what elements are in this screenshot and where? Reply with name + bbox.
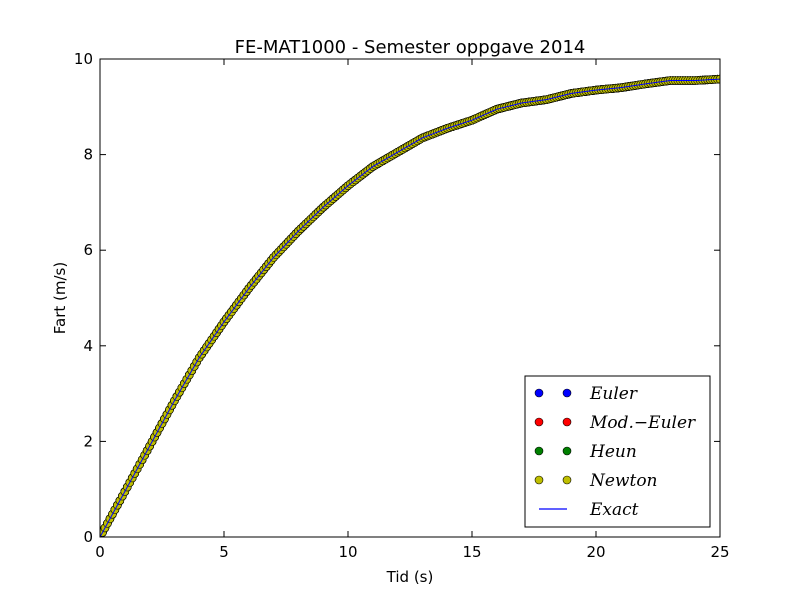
- legend-marker: [534, 388, 544, 398]
- legend-entry: Euler: [534, 384, 638, 404]
- legend-label: Heun: [589, 442, 637, 462]
- x-tick-label: 25: [710, 543, 729, 561]
- y-tick-label: 8: [83, 146, 93, 164]
- y-axis-label: Fart (m/s): [51, 262, 69, 334]
- plot-area: [100, 74, 720, 537]
- legend-entry: Heun: [534, 442, 637, 462]
- legend-marker: [562, 475, 572, 485]
- x-tick-label: 5: [219, 543, 229, 561]
- legend-label: Newton: [589, 471, 658, 491]
- chart-title: FE-MAT1000 - Semester oppgave 2014: [235, 37, 586, 58]
- y-tick-label: 6: [83, 241, 93, 259]
- legend-marker: [534, 417, 544, 427]
- legend-marker: [534, 475, 544, 485]
- legend-marker: [534, 446, 544, 456]
- legend-entry: Mod.−Euler: [534, 413, 696, 433]
- x-tick-label: 0: [95, 543, 105, 561]
- legend-entry: Newton: [534, 471, 658, 491]
- legend-marker: [562, 417, 572, 427]
- x-tick-label: 10: [338, 543, 357, 561]
- legend-entry: Exact: [539, 500, 639, 520]
- x-axis-label: Tid (s): [386, 568, 434, 586]
- legend-marker: [562, 388, 572, 398]
- y-tick-label: 0: [83, 528, 93, 546]
- y-tick-label: 10: [74, 50, 93, 68]
- legend-marker: [562, 446, 572, 456]
- legend-label: Euler: [589, 384, 638, 404]
- legend-label: Mod.−Euler: [589, 413, 696, 433]
- legend-box: [524, 375, 711, 528]
- axis-ticks: 0 5 10 15 20 25 0 2 4 6 8 10: [74, 50, 730, 561]
- x-tick-label: 20: [586, 543, 605, 561]
- axes-frame: [99, 58, 721, 538]
- y-tick-label: 4: [83, 337, 93, 355]
- legend-label: Exact: [589, 500, 639, 520]
- legend: Euler Mod.−Euler Heun Newton Exact: [524, 375, 711, 528]
- y-tick-label: 2: [83, 432, 93, 450]
- x-tick-label: 15: [462, 543, 481, 561]
- series-exact-line: [100, 78, 720, 537]
